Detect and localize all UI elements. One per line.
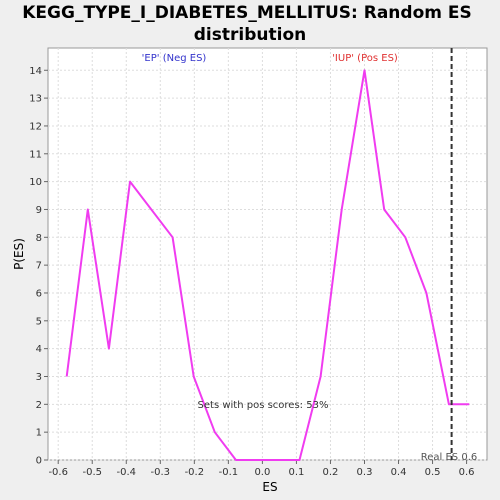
x-tick-label: 0.4: [391, 467, 407, 478]
y-tick-label: 6: [36, 288, 42, 299]
x-tick-label: 0.5: [425, 467, 441, 478]
x-tick-label: 0.1: [288, 467, 304, 478]
x-tick-label: 0.6: [459, 467, 475, 478]
y-tick-label: 9: [36, 205, 42, 216]
x-tick-label: -0.5: [82, 467, 102, 478]
chart-title-line2: distribution: [194, 25, 306, 45]
y-tick-label: 13: [29, 94, 42, 105]
y-tick-label: 10: [29, 177, 42, 188]
y-tick-label: 3: [36, 372, 42, 383]
y-tick-label: 4: [36, 344, 42, 355]
x-axis-ticks: -0.6 -0.5 -0.4 -0.3 -0.2 -0.1 0.0 0.1 0.2 0.3 0.4 0…: [48, 460, 475, 478]
y-tick-label: 5: [36, 316, 42, 327]
x-tick-label: -0.1: [219, 467, 239, 478]
x-tick-label: -0.3: [151, 467, 171, 478]
pos-es-label: 'IUP' (Pos ES): [332, 53, 398, 64]
x-tick-label: -0.2: [185, 467, 205, 478]
y-tick-label: 1: [36, 428, 42, 439]
y-tick-label: 14: [29, 66, 42, 77]
neg-es-label: 'EP' (Neg ES): [142, 53, 207, 64]
x-tick-label: -0.6: [48, 467, 68, 478]
x-tick-label: 0.0: [254, 467, 270, 478]
x-tick-label: 0.3: [357, 467, 373, 478]
y-tick-label: 2: [36, 400, 42, 411]
real-es-label: Real ES 0.6: [421, 452, 477, 463]
x-tick-label: -0.4: [117, 467, 137, 478]
plot-area: [47, 47, 488, 461]
y-tick-label: 12: [29, 121, 42, 132]
y-tick-label: 0: [36, 456, 42, 467]
y-tick-label: 8: [36, 233, 42, 244]
x-tick-label: 0.2: [323, 467, 339, 478]
y-tick-label: 11: [29, 149, 42, 160]
x-axis-title: ES: [262, 480, 277, 494]
series-line-0: [65, 69, 470, 461]
chart-title-line1: KEGG_TYPE_I_DIABETES_MELLITUS: Random ES: [22, 3, 472, 23]
y-axis-title: P(ES): [12, 238, 26, 270]
grid-lines: [48, 48, 487, 461]
series-group: [65, 69, 470, 461]
pos-scores-annotation: Sets with pos scores: 53%: [198, 400, 329, 411]
y-tick-label: 7: [36, 261, 42, 272]
